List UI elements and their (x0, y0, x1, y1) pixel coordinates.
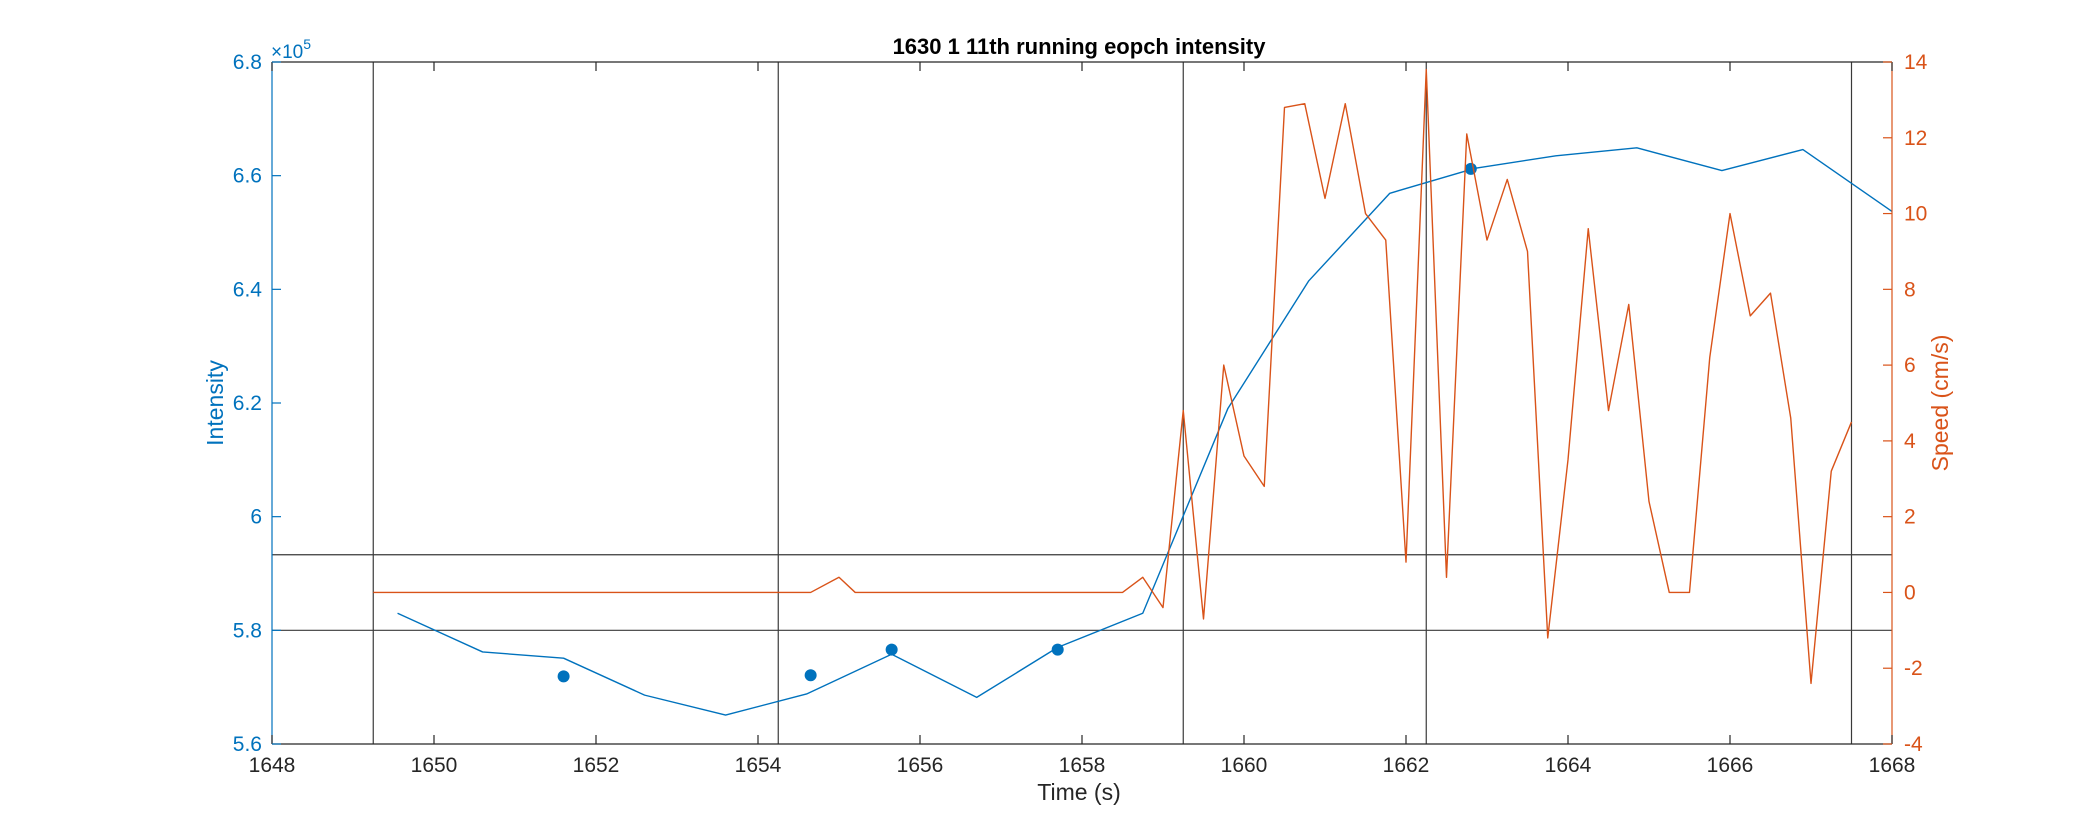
x-tick-label: 1652 (573, 754, 620, 777)
x-tick-label: 1664 (1545, 754, 1592, 777)
left-axis-tick-label: 6 (250, 506, 262, 529)
right-axis-tick-label: 4 (1904, 430, 1916, 453)
right-axis-tick-label: -2 (1904, 657, 1923, 680)
speed-line (373, 68, 1853, 685)
right-axis-tick-label: 8 (1904, 278, 1916, 301)
intensity-marker (804, 669, 817, 682)
x-tick-label: 1656 (897, 754, 944, 777)
left-axis-exponent: ×105 (271, 36, 311, 63)
left-axis-tick-label: 6.4 (233, 278, 263, 301)
right-axis-tick-label: -4 (1904, 733, 1923, 756)
right-axis-tick-label: 0 (1904, 581, 1916, 604)
x-tick-label: 1654 (735, 754, 782, 777)
right-axis-tick-label: 10 (1904, 203, 1927, 226)
left-axis-tick-label: 5.6 (233, 733, 262, 756)
right-axis-title: Speed (cm/s) (1927, 335, 1953, 472)
axes-frame (271, 61, 1893, 745)
left-axis-title: Intensity (202, 360, 228, 446)
x-tick-label: 1666 (1707, 754, 1754, 777)
intensity-marker (1464, 162, 1477, 175)
intensity-line (397, 147, 1893, 716)
x-tick-label: 1668 (1869, 754, 1916, 777)
x-tick-label: 1660 (1221, 754, 1268, 777)
tick-group: 1648 1650 1652 1654 1656 1658 1660 1662 1664 1666… (233, 51, 1928, 777)
x-tick-label: 1648 (249, 754, 296, 777)
right-axis-tick-label: 6 (1904, 354, 1916, 377)
x-tick-label: 1650 (411, 754, 458, 777)
intensity-marker (885, 643, 898, 656)
left-axis-tick-label: 5.8 (233, 619, 262, 642)
x-axis-title: Time (s) (1037, 779, 1120, 805)
exponent-power: 5 (303, 36, 311, 52)
right-axis-tick-label: 2 (1904, 506, 1916, 529)
left-axis-tick-label: 6.6 (233, 165, 262, 188)
right-axis-tick-label: 14 (1904, 51, 1928, 74)
exponent-base: ×10 (271, 42, 303, 63)
right-axis-tick-label: 12 (1904, 127, 1927, 150)
chart-title: 1630 1 11th running eopch intensity (893, 34, 1267, 59)
x-tick-label: 1658 (1059, 754, 1106, 777)
intensity-marker (557, 670, 570, 683)
reference-lines (272, 62, 1892, 744)
intensity-marker (1051, 643, 1064, 656)
left-axis-tick-label: 6.2 (233, 392, 262, 415)
series-group (373, 68, 1893, 716)
left-axis-tick-label: 6.8 (233, 51, 262, 74)
x-tick-label: 1662 (1383, 754, 1430, 777)
